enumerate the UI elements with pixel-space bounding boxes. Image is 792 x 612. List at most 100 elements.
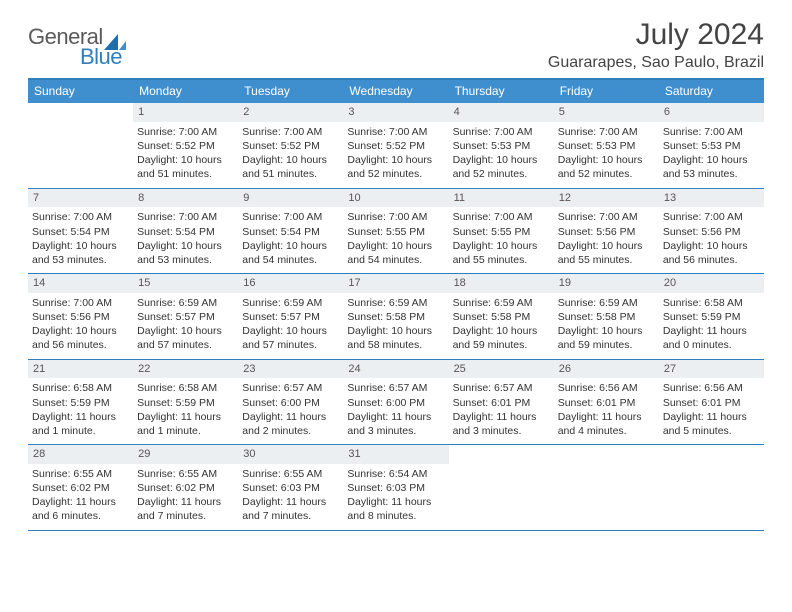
calendar-page: GeneralBlue July 2024 Guararapes, Sao Pa… [0,0,792,541]
sunset-line: Sunset: 5:52 PM [347,139,444,153]
sunrise-line: Sunrise: 6:54 AM [347,467,444,481]
day-number: 4 [449,103,554,122]
sunrise-line: Sunrise: 7:00 AM [347,210,444,224]
day-number: 18 [449,274,554,293]
sunset-line: Sunset: 5:55 PM [453,225,550,239]
daylight-line: Daylight: 10 hours and 53 minutes. [663,153,760,181]
sunset-line: Sunset: 6:02 PM [137,481,234,495]
week-row: 7Sunrise: 7:00 AMSunset: 5:54 PMDaylight… [28,189,764,275]
sunrise-line: Sunrise: 7:00 AM [558,125,655,139]
day-number: 12 [554,189,659,208]
day-number: 26 [554,360,659,379]
sunrise-line: Sunrise: 6:56 AM [663,381,760,395]
day-cell: 13Sunrise: 7:00 AMSunset: 5:56 PMDayligh… [659,189,764,274]
day-cell: 4Sunrise: 7:00 AMSunset: 5:53 PMDaylight… [449,103,554,188]
day-number: 14 [28,274,133,293]
day-number: 24 [343,360,448,379]
sunset-line: Sunset: 5:59 PM [32,396,129,410]
weeks-container: 1Sunrise: 7:00 AMSunset: 5:52 PMDaylight… [28,103,764,531]
week-row: 28Sunrise: 6:55 AMSunset: 6:02 PMDayligh… [28,445,764,531]
sunset-line: Sunset: 5:56 PM [663,225,760,239]
sunrise-line: Sunrise: 7:00 AM [453,125,550,139]
sunset-line: Sunset: 6:00 PM [242,396,339,410]
sunrise-line: Sunrise: 7:00 AM [32,296,129,310]
sunset-line: Sunset: 6:01 PM [453,396,550,410]
sunrise-line: Sunrise: 6:57 AM [242,381,339,395]
day-number: 3 [343,103,448,122]
daylight-line: Daylight: 11 hours and 3 minutes. [453,410,550,438]
sunrise-line: Sunrise: 6:55 AM [137,467,234,481]
sunset-line: Sunset: 5:53 PM [663,139,760,153]
day-cell [28,103,133,188]
day-cell: 14 Sunrise: 7:00 AMSunset: 5:56 PMDayligh… [28,274,133,359]
day-number: 8 [133,189,238,208]
day-number: 9 [238,189,343,208]
sunrise-line: Sunrise: 7:00 AM [663,210,760,224]
sunset-line: Sunset: 6:01 PM [558,396,655,410]
day-number: 6 [659,103,764,122]
day-cell [659,445,764,530]
daylight-line: Daylight: 11 hours and 7 minutes. [242,495,339,523]
sunrise-line: Sunrise: 6:55 AM [242,467,339,481]
daylight-line: Daylight: 11 hours and 0 minutes. [663,324,760,352]
daylight-line: Daylight: 10 hours and 57 minutes. [137,324,234,352]
day-number: 27 [659,360,764,379]
day-cell: 19Sunrise: 6:59 AMSunset: 5:58 PMDayligh… [554,274,659,359]
day-number: 17 [343,274,448,293]
sunset-line: Sunset: 6:03 PM [347,481,444,495]
day-cell: 5Sunrise: 7:00 AMSunset: 5:53 PMDaylight… [554,103,659,188]
daylight-line: Daylight: 11 hours and 6 minutes. [32,495,129,523]
title-block: July 2024 Guararapes, Sao Paulo, Brazil [548,18,764,72]
daylight-line: Daylight: 10 hours and 59 minutes. [453,324,550,352]
day-cell: 30Sunrise: 6:55 AMSunset: 6:03 PMDayligh… [238,445,343,530]
header: GeneralBlue July 2024 Guararapes, Sao Pa… [28,18,764,72]
sunrise-line: Sunrise: 6:58 AM [663,296,760,310]
daylight-line: Daylight: 11 hours and 4 minutes. [558,410,655,438]
sunrise-line: Sunrise: 6:57 AM [453,381,550,395]
day-number: 25 [449,360,554,379]
daylight-line: Daylight: 10 hours and 56 minutes. [663,239,760,267]
day-cell [449,445,554,530]
sunrise-line: Sunrise: 6:59 AM [453,296,550,310]
sunset-line: Sunset: 5:53 PM [558,139,655,153]
daylight-line: Daylight: 10 hours and 51 minutes. [137,153,234,181]
sunset-line: Sunset: 5:56 PM [32,310,129,324]
day-number: 21 [28,360,133,379]
week-row: 1Sunrise: 7:00 AMSunset: 5:52 PMDaylight… [28,103,764,189]
day-cell: 22Sunrise: 6:58 AMSunset: 5:59 PMDayligh… [133,360,238,445]
sunrise-line: Sunrise: 6:59 AM [137,296,234,310]
week-row: 14Sunrise: 7:00 AMSunset: 5:56 PMDayligh… [28,274,764,360]
sunrise-line: Sunrise: 7:00 AM [347,125,444,139]
sunset-line: Sunset: 5:54 PM [242,225,339,239]
sunrise-line: Sunrise: 7:00 AM [242,210,339,224]
daylight-line: Daylight: 10 hours and 59 minutes. [558,324,655,352]
day-number: 23 [238,360,343,379]
daylight-line: Daylight: 11 hours and 7 minutes. [137,495,234,523]
sunrise-line: Sunrise: 7:00 AM [137,210,234,224]
sunrise-line: Sunrise: 7:00 AM [32,210,129,224]
day-cell: 8Sunrise: 7:00 AMSunset: 5:54 PMDaylight… [133,189,238,274]
day-cell: 29Sunrise: 6:55 AMSunset: 6:02 PMDayligh… [133,445,238,530]
day-number: 10 [343,189,448,208]
day-number: 16 [238,274,343,293]
day-cell: 21Sunrise: 6:58 AMSunset: 5:59 PMDayligh… [28,360,133,445]
day-of-week-row: Sunday Monday Tuesday Wednesday Thursday… [28,80,764,103]
day-cell: 16Sunrise: 6:59 AMSunset: 5:57 PMDayligh… [238,274,343,359]
sunset-line: Sunset: 5:58 PM [347,310,444,324]
day-number: 20 [659,274,764,293]
day-number: 22 [133,360,238,379]
daylight-line: Daylight: 10 hours and 54 minutes. [347,239,444,267]
sunset-line: Sunset: 5:59 PM [663,310,760,324]
sunset-line: Sunset: 5:56 PM [558,225,655,239]
calendar-grid: Sunday Monday Tuesday Wednesday Thursday… [28,78,764,531]
daylight-line: Daylight: 11 hours and 1 minute. [32,410,129,438]
daylight-line: Daylight: 10 hours and 56 minutes. [32,324,129,352]
week-row: 21Sunrise: 6:58 AMSunset: 5:59 PMDayligh… [28,360,764,446]
sunset-line: Sunset: 6:02 PM [32,481,129,495]
day-number: 11 [449,189,554,208]
dow-tuesday: Tuesday [238,80,343,103]
day-cell: 11Sunrise: 7:00 AMSunset: 5:55 PMDayligh… [449,189,554,274]
brand-logo: GeneralBlue [28,18,126,70]
day-number: 28 [28,445,133,464]
day-cell: 15Sunrise: 6:59 AMSunset: 5:57 PMDayligh… [133,274,238,359]
